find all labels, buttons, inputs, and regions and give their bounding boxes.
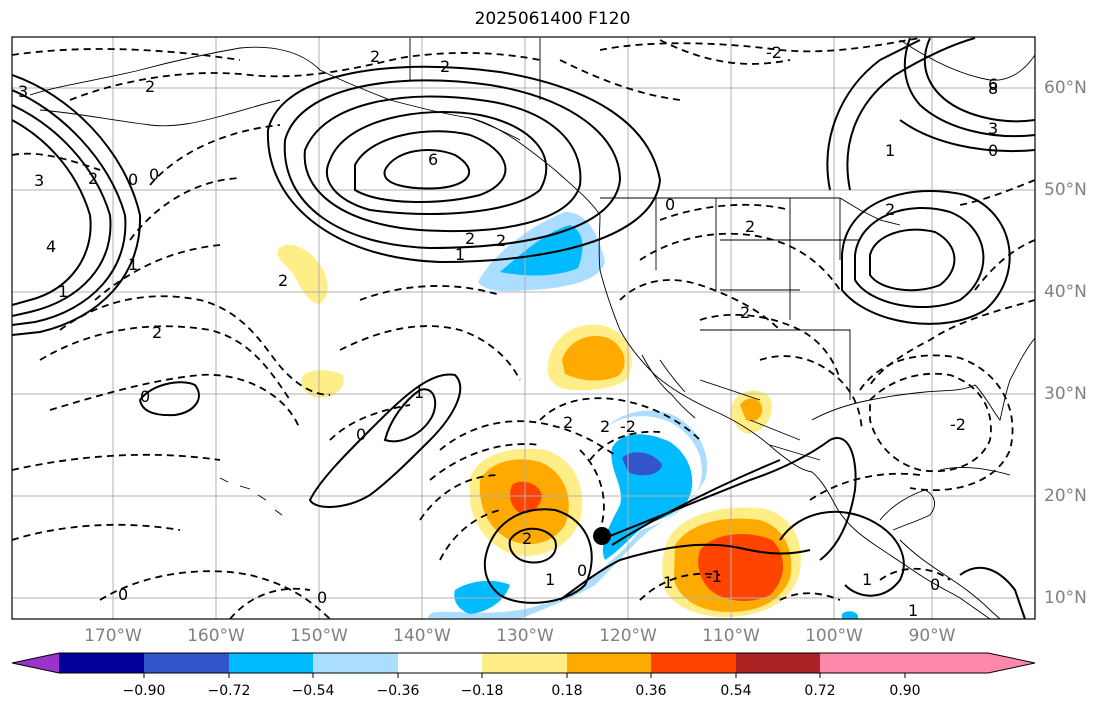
lat-tick-label: 40°N	[1044, 282, 1087, 302]
svg-text:1: 1	[885, 141, 895, 160]
colorbar-bin	[59, 653, 144, 673]
colorbar-tick-label: 0.72	[804, 683, 836, 699]
lon-tick-label: 100°W	[805, 626, 863, 646]
lat-tick-label: 50°N	[1044, 180, 1087, 200]
svg-text:1: 1	[455, 245, 465, 264]
colorbar-tick-label: −0.90	[122, 683, 166, 699]
svg-text:3: 3	[34, 171, 44, 190]
colorbar-tick-label: −0.54	[291, 683, 335, 699]
colorbar-bin	[651, 653, 736, 673]
dashed-contours	[12, 37, 1035, 619]
svg-text:6: 6	[428, 150, 438, 169]
svg-text:1: 1	[862, 570, 872, 589]
svg-text:1: 1	[908, 601, 918, 620]
svg-text:1: 1	[663, 573, 673, 592]
svg-text:-2: -2	[950, 415, 966, 434]
svg-text:2: 2	[522, 529, 532, 548]
svg-text:2: 2	[885, 200, 895, 219]
svg-text:2: 2	[440, 57, 450, 76]
shaded-anomalies	[277, 212, 858, 619]
lon-tick-label: 170°W	[84, 626, 142, 646]
colorbar-bin	[313, 653, 398, 673]
colorbar	[11, 652, 1036, 678]
svg-text:1: 1	[58, 282, 68, 301]
svg-text:2: 2	[745, 217, 755, 236]
svg-text:0: 0	[317, 588, 327, 607]
lon-tick-label: 110°W	[702, 626, 760, 646]
colorbar-bin	[144, 653, 229, 673]
colorbar-bin	[229, 653, 313, 673]
svg-text:-2: -2	[766, 43, 782, 62]
svg-text:3: 3	[988, 119, 998, 138]
svg-text:0: 0	[577, 561, 587, 580]
chart-title: 2025061400 F120	[474, 9, 631, 29]
lat-tick-label: 20°N	[1044, 486, 1087, 506]
svg-text:2: 2	[740, 303, 750, 322]
lat-tick-label: 10°N	[1044, 588, 1087, 608]
colorbar-tick-label: 0.90	[889, 683, 921, 699]
contour-lines	[12, 37, 1035, 619]
lon-tick-label: 90°W	[908, 626, 956, 646]
colorbar-tick-label: −0.36	[376, 683, 420, 699]
svg-text:6: 6	[988, 75, 998, 94]
lat-tick-label: 30°N	[1044, 384, 1087, 404]
svg-text:1: 1	[128, 255, 138, 274]
lon-tick-label: 150°W	[290, 626, 348, 646]
storm-center-marker	[593, 527, 611, 545]
svg-text:2: 2	[496, 231, 506, 250]
svg-text:2: 2	[145, 77, 155, 96]
colorbar-tick-label: 0.36	[635, 683, 667, 699]
gridlines	[12, 37, 1035, 619]
svg-text:0: 0	[930, 575, 940, 594]
svg-text:0: 0	[665, 195, 675, 214]
svg-text:0: 0	[128, 170, 138, 189]
svg-text:2: 2	[88, 169, 98, 188]
svg-text:2: 2	[152, 323, 162, 342]
contour-labels: 2 2 -2 3 2 0 6 3 4 2 1 2 1 2 0 1 0 2 2 2…	[18, 43, 998, 620]
lon-tick-label: 120°W	[599, 626, 657, 646]
lon-tick-label: 130°W	[496, 626, 554, 646]
svg-text:-2: -2	[620, 417, 636, 436]
svg-text:0: 0	[149, 165, 159, 184]
svg-text:1: 1	[414, 383, 424, 402]
colorbar-tick-label: 0.18	[551, 683, 583, 699]
colorbar-bin	[567, 653, 651, 673]
colorbar-bin	[398, 653, 482, 673]
colorbar-bin	[736, 653, 820, 673]
colorbar-tick-label: −0.18	[460, 683, 504, 699]
svg-text:4: 4	[46, 237, 56, 256]
colorbar-bin	[820, 653, 905, 673]
map-frame	[11, 36, 1036, 620]
svg-text:2: 2	[563, 413, 573, 432]
colorbar-tick-label: −0.72	[207, 683, 251, 699]
lon-tick-label: 160°W	[187, 626, 245, 646]
svg-text:2: 2	[465, 229, 475, 248]
lat-tick-label: 60°N	[1044, 78, 1087, 98]
colorbar-outline	[11, 652, 1036, 674]
svg-text:2: 2	[278, 271, 288, 290]
svg-text:3: 3	[18, 82, 28, 101]
colorbar-tick-label: 0.54	[720, 683, 752, 699]
svg-text:2: 2	[370, 47, 380, 66]
lon-tick-label: 140°W	[393, 626, 451, 646]
svg-text:-1: -1	[706, 567, 722, 586]
svg-text:0: 0	[118, 585, 128, 604]
svg-text:0: 0	[140, 387, 150, 406]
svg-text:1: 1	[545, 570, 555, 589]
svg-text:8: 8	[988, 79, 998, 98]
svg-text:0: 0	[988, 141, 998, 160]
colorbar-extend-min	[12, 653, 59, 673]
coastlines	[29, 38, 1035, 619]
colorbar-bin	[482, 653, 567, 673]
svg-text:0: 0	[356, 425, 366, 444]
svg-text:2: 2	[600, 417, 610, 436]
